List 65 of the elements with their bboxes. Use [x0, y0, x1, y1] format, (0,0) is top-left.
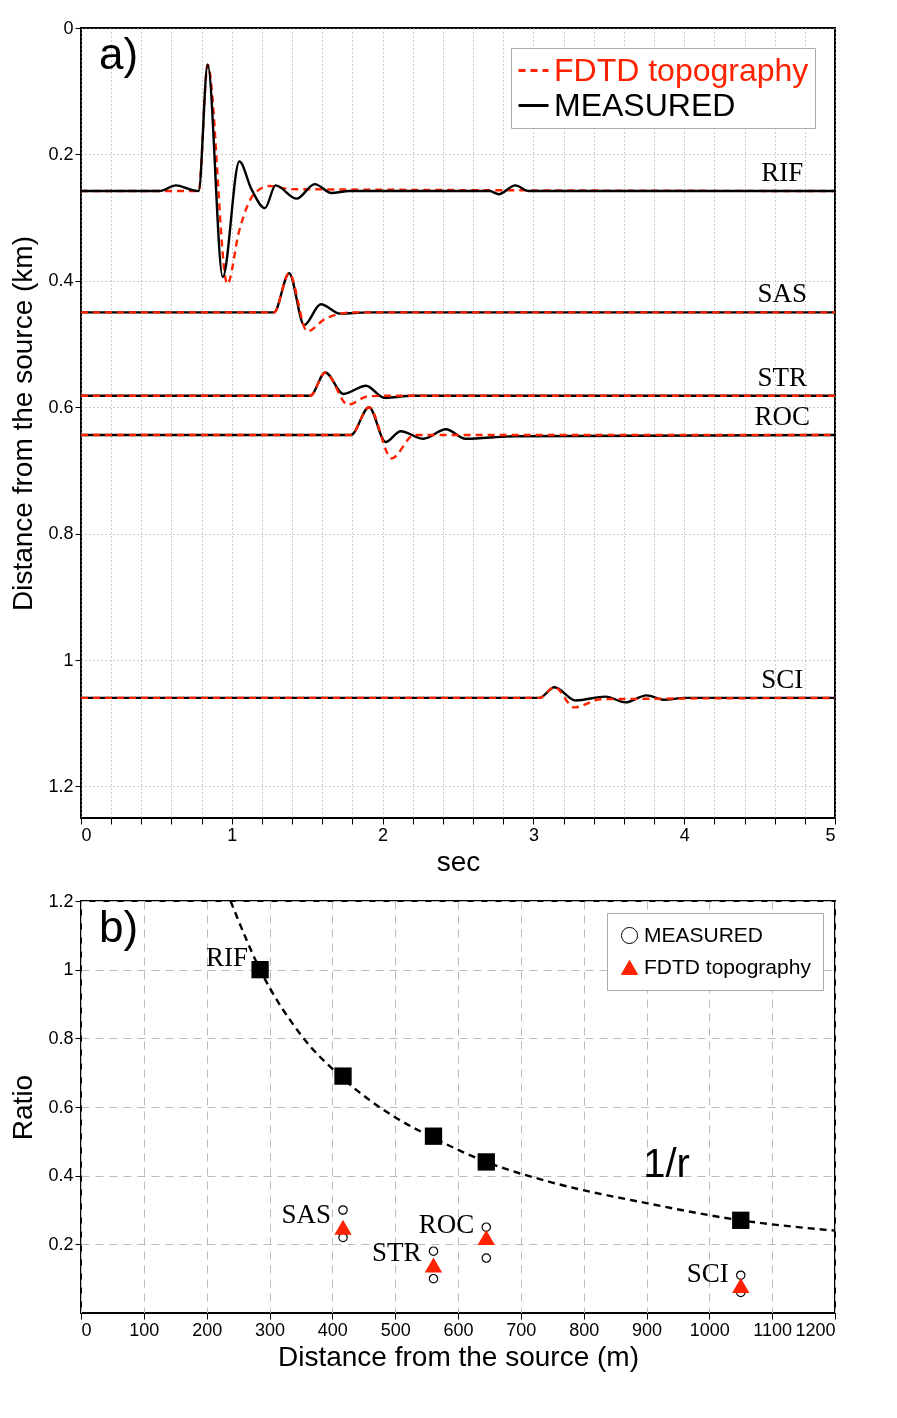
y-tick-label: 0.8: [48, 523, 74, 544]
legend-label: FDTD topography: [644, 954, 812, 978]
x-tick-label: 1100: [753, 1319, 793, 1340]
point: [477, 1153, 495, 1171]
point: [334, 1219, 352, 1235]
annotation: RIF: [206, 941, 249, 972]
annotation: SAS: [281, 1199, 332, 1230]
point: [338, 1205, 348, 1215]
y-tick-label: 1: [63, 959, 74, 980]
annotation: b): [99, 902, 139, 951]
annotation: SCI: [686, 1257, 729, 1288]
y-axis-title: Ratio: [7, 1074, 39, 1141]
point: [334, 1067, 352, 1085]
point: [424, 1257, 443, 1273]
x-axis-title: sec: [436, 845, 481, 877]
x-tick-label: 100: [129, 1319, 160, 1340]
y-tick-label: 0.8: [48, 1027, 74, 1048]
series-label: 1/r: [643, 1141, 690, 1186]
legend-label: MEASURED: [644, 922, 764, 946]
annotation: STR: [757, 361, 807, 392]
annotation: SCI: [761, 663, 804, 694]
x-tick-label: 700: [506, 1319, 537, 1340]
point: [251, 961, 269, 979]
y-tick-label: 0: [63, 17, 74, 38]
point: [424, 1127, 443, 1145]
y-tick-label: 0.2: [48, 1233, 74, 1254]
y-tick-label: 0.6: [48, 1096, 74, 1117]
x-tick-label: 0: [81, 824, 92, 845]
x-tick-label: 1: [227, 824, 238, 845]
annotation: SAS: [757, 278, 807, 309]
y-axis-title: Distance from the source (km): [7, 236, 39, 611]
y-tick-label: 0.6: [48, 396, 74, 417]
x-tick-label: 300: [254, 1319, 286, 1340]
point: [428, 1273, 439, 1284]
x-tick-label: 500: [380, 1319, 411, 1340]
x-tick-label: 400: [317, 1319, 348, 1340]
point: [428, 1246, 439, 1256]
x-tick-label: 2: [378, 824, 389, 845]
x-tick-label: 800: [569, 1319, 600, 1340]
x-tick-label: 900: [631, 1319, 663, 1340]
point: [481, 1222, 492, 1232]
y-tick-label: 0.4: [48, 270, 74, 291]
x-tick-label: 0: [81, 1319, 92, 1340]
x-tick-label: 600: [443, 1319, 474, 1340]
point: [477, 1229, 495, 1245]
y-tick-label: 1.2: [48, 775, 74, 796]
legend-label: FDTD topography: [554, 51, 809, 88]
x-tick-label: 5: [825, 824, 836, 845]
x-tick-label: 1200: [795, 1319, 836, 1340]
x-tick-label: 200: [192, 1319, 223, 1340]
point: [732, 1211, 750, 1229]
x-tick-label: 4: [679, 824, 690, 845]
x-tick-label: 1000: [689, 1319, 730, 1340]
y-tick-label: 0.4: [48, 1165, 74, 1186]
point: [481, 1253, 492, 1263]
point: [732, 1278, 750, 1294]
y-tick-label: 1: [63, 649, 74, 670]
y-tick-label: 1.2: [48, 890, 74, 911]
annotation: a): [99, 29, 139, 78]
x-axis-title: Distance from the source (m): [278, 1340, 639, 1372]
annotation: ROC: [754, 401, 810, 432]
point: [735, 1270, 746, 1281]
x-tick-label: 3: [528, 824, 539, 845]
y-tick-label: 0.2: [48, 143, 74, 164]
annotation: RIF: [761, 157, 804, 188]
